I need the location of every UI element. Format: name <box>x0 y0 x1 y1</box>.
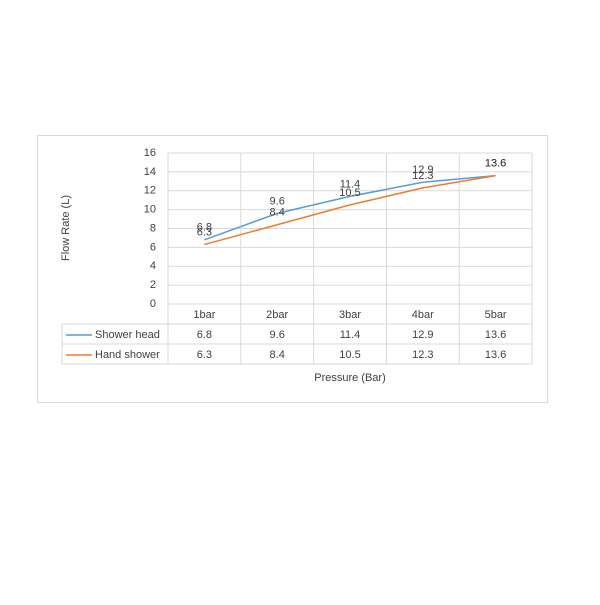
data-label: 11.4 <box>340 178 361 190</box>
x-axis-title: Pressure (Bar) <box>314 372 386 384</box>
table-value: 12.3 <box>412 349 433 361</box>
x-tick-label: 4bar <box>412 309 434 321</box>
y-tick-label: 10 <box>144 204 156 216</box>
y-tick-label: 0 <box>150 298 156 310</box>
data-label: 6.8 <box>197 222 212 234</box>
x-tick-label: 1bar <box>193 309 215 321</box>
table-value: 6.3 <box>197 349 212 361</box>
y-tick-label: 4 <box>150 260 156 272</box>
y-tick-label: 6 <box>150 241 156 253</box>
series-line <box>204 174 496 241</box>
data-label: 12.3 <box>412 170 433 182</box>
x-tick-label: 3bar <box>339 309 361 321</box>
y-tick-label: 2 <box>150 279 156 291</box>
data-label: 12.9 <box>412 164 433 176</box>
data-label: 8.4 <box>270 207 285 219</box>
table-value: 11.4 <box>340 329 361 341</box>
data-label: 13.6 <box>485 158 506 170</box>
table-value: 13.6 <box>485 329 506 341</box>
x-tick-label: 2bar <box>266 309 288 321</box>
legend-label: Shower head <box>95 329 160 341</box>
table-value: 9.6 <box>270 329 285 341</box>
table-value: 8.4 <box>270 349 285 361</box>
data-label: 6.3 <box>197 226 212 238</box>
data-label: 9.6 <box>270 195 285 207</box>
y-tick-label: 14 <box>144 166 156 178</box>
y-tick-label: 16 <box>144 147 156 159</box>
y-tick-label: 12 <box>144 185 156 197</box>
y-tick-label: 8 <box>150 222 156 234</box>
data-label: 10.5 <box>339 187 360 199</box>
series-line <box>204 174 496 246</box>
data-label: 13.6 <box>485 158 506 170</box>
y-axis-title: Flow Rate (L) <box>60 195 72 261</box>
legend-label: Hand shower <box>95 349 160 361</box>
x-tick-label: 5bar <box>485 309 507 321</box>
chart-border <box>37 135 548 403</box>
table-value: 12.9 <box>412 329 433 341</box>
table-value: 13.6 <box>485 349 506 361</box>
table-value: 10.5 <box>339 349 360 361</box>
table-value: 6.8 <box>197 329 212 341</box>
